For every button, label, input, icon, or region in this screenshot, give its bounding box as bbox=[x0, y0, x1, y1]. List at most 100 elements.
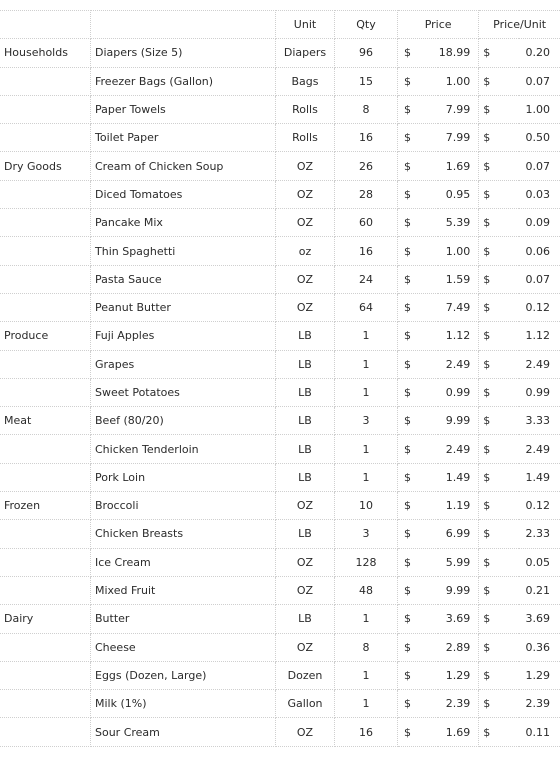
item-name-cell[interactable]: Freezer Bags (Gallon) bbox=[90, 67, 276, 96]
category-cell[interactable] bbox=[0, 519, 91, 549]
ppu-currency-cell[interactable]: $ bbox=[478, 604, 520, 634]
ppu-currency-cell[interactable]: $ bbox=[478, 123, 520, 153]
ppu-currency-cell[interactable]: $ bbox=[478, 689, 520, 719]
item-name-cell[interactable]: Peanut Butter bbox=[90, 293, 276, 323]
unit-cell[interactable]: OZ bbox=[275, 576, 335, 606]
price-cell[interactable]: 1.29 bbox=[438, 661, 480, 691]
price-currency-cell[interactable]: $ bbox=[397, 180, 439, 210]
price-cell[interactable]: 1.19 bbox=[438, 491, 480, 521]
price-currency-cell[interactable]: $ bbox=[397, 604, 439, 634]
price-per-unit-cell[interactable]: 0.05 bbox=[519, 548, 560, 577]
price-currency-cell[interactable]: $ bbox=[397, 151, 439, 181]
ppu-currency-cell[interactable]: $ bbox=[478, 293, 520, 323]
price-cell[interactable]: 1.00 bbox=[438, 236, 480, 266]
unit-cell[interactable]: LB bbox=[275, 350, 335, 379]
price-cell[interactable]: 18.99 bbox=[438, 38, 480, 68]
ppu-currency-cell[interactable]: $ bbox=[478, 463, 520, 493]
price-per-unit-cell[interactable]: 0.21 bbox=[519, 576, 560, 606]
ppu-currency-cell[interactable]: $ bbox=[478, 350, 520, 379]
ppu-currency-cell[interactable]: $ bbox=[478, 151, 520, 181]
price-cell[interactable]: 5.99 bbox=[438, 548, 480, 577]
price-per-unit-cell[interactable]: 1.29 bbox=[519, 661, 560, 691]
price-per-unit-cell[interactable]: 1.00 bbox=[519, 95, 560, 125]
category-cell[interactable] bbox=[0, 463, 91, 493]
item-name-cell[interactable]: Chicken Tenderloin bbox=[90, 434, 276, 464]
qty-cell[interactable]: 15 bbox=[334, 67, 398, 96]
header-qty[interactable]: Qty bbox=[334, 9, 398, 40]
price-currency-cell[interactable]: $ bbox=[397, 123, 439, 153]
header-price-per-unit[interactable]: Price/Unit bbox=[478, 9, 560, 40]
qty-cell[interactable]: 48 bbox=[334, 576, 398, 606]
item-name-cell[interactable]: Milk (1%) bbox=[90, 689, 276, 719]
qty-cell[interactable]: 1 bbox=[334, 604, 398, 634]
unit-cell[interactable]: Rolls bbox=[275, 95, 335, 125]
price-currency-cell[interactable]: $ bbox=[397, 463, 439, 493]
price-cell[interactable]: 6.99 bbox=[438, 519, 480, 549]
price-cell[interactable]: 9.99 bbox=[438, 576, 480, 606]
category-cell[interactable]: Households bbox=[0, 38, 91, 68]
unit-cell[interactable]: oz bbox=[275, 236, 335, 266]
price-per-unit-cell[interactable]: 0.99 bbox=[519, 378, 560, 408]
qty-cell[interactable]: 16 bbox=[334, 236, 398, 266]
price-currency-cell[interactable]: $ bbox=[397, 95, 439, 125]
qty-cell[interactable]: 1 bbox=[334, 661, 398, 691]
item-name-cell[interactable]: Grapes bbox=[90, 350, 276, 379]
ppu-currency-cell[interactable]: $ bbox=[478, 434, 520, 464]
category-cell[interactable] bbox=[0, 265, 91, 294]
qty-cell[interactable]: 10 bbox=[334, 491, 398, 521]
qty-cell[interactable]: 1 bbox=[334, 321, 398, 351]
unit-cell[interactable]: LB bbox=[275, 378, 335, 408]
header-unit[interactable]: Unit bbox=[275, 9, 335, 40]
item-name-cell[interactable]: Diced Tomatoes bbox=[90, 180, 276, 210]
item-name-cell[interactable]: Eggs (Dozen, Large) bbox=[90, 661, 276, 691]
price-cell[interactable]: 3.69 bbox=[438, 604, 480, 634]
item-name-cell[interactable]: Fuji Apples bbox=[90, 321, 276, 351]
price-per-unit-cell[interactable]: 0.06 bbox=[519, 236, 560, 266]
category-cell[interactable] bbox=[0, 661, 91, 691]
header-item-cell[interactable] bbox=[90, 9, 276, 40]
price-per-unit-cell[interactable]: 0.20 bbox=[519, 38, 560, 68]
price-per-unit-cell[interactable]: 2.39 bbox=[519, 689, 560, 719]
item-name-cell[interactable]: Butter bbox=[90, 604, 276, 634]
category-cell[interactable] bbox=[0, 548, 91, 577]
unit-cell[interactable]: Rolls bbox=[275, 123, 335, 153]
qty-cell[interactable]: 24 bbox=[334, 265, 398, 294]
qty-cell[interactable]: 28 bbox=[334, 180, 398, 210]
ppu-currency-cell[interactable]: $ bbox=[478, 548, 520, 577]
ppu-currency-cell[interactable]: $ bbox=[478, 38, 520, 68]
qty-cell[interactable]: 16 bbox=[334, 123, 398, 153]
price-currency-cell[interactable]: $ bbox=[397, 67, 439, 96]
price-currency-cell[interactable]: $ bbox=[397, 633, 439, 662]
item-name-cell[interactable]: Cheese bbox=[90, 633, 276, 662]
price-currency-cell[interactable]: $ bbox=[397, 717, 439, 747]
price-per-unit-cell[interactable]: 0.12 bbox=[519, 491, 560, 521]
ppu-currency-cell[interactable]: $ bbox=[478, 321, 520, 351]
ppu-currency-cell[interactable]: $ bbox=[478, 519, 520, 549]
category-cell[interactable] bbox=[0, 208, 91, 238]
category-cell[interactable] bbox=[0, 717, 91, 747]
category-cell[interactable] bbox=[0, 95, 91, 125]
price-currency-cell[interactable]: $ bbox=[397, 378, 439, 408]
price-cell[interactable]: 9.99 bbox=[438, 406, 480, 436]
price-per-unit-cell[interactable]: 0.07 bbox=[519, 265, 560, 294]
header-price[interactable]: Price bbox=[397, 9, 480, 40]
price-cell[interactable]: 2.39 bbox=[438, 689, 480, 719]
price-currency-cell[interactable]: $ bbox=[397, 350, 439, 379]
price-currency-cell[interactable]: $ bbox=[397, 236, 439, 266]
unit-cell[interactable]: LB bbox=[275, 434, 335, 464]
unit-cell[interactable]: OZ bbox=[275, 548, 335, 577]
price-cell[interactable]: 2.49 bbox=[438, 434, 480, 464]
qty-cell[interactable]: 3 bbox=[334, 406, 398, 436]
category-cell[interactable] bbox=[0, 378, 91, 408]
price-currency-cell[interactable]: $ bbox=[397, 491, 439, 521]
qty-cell[interactable]: 60 bbox=[334, 208, 398, 238]
price-cell[interactable]: 1.69 bbox=[438, 151, 480, 181]
category-cell[interactable]: Produce bbox=[0, 321, 91, 351]
unit-cell[interactable]: OZ bbox=[275, 151, 335, 181]
category-cell[interactable] bbox=[0, 67, 91, 96]
price-per-unit-cell[interactable]: 3.33 bbox=[519, 406, 560, 436]
qty-cell[interactable]: 1 bbox=[334, 378, 398, 408]
ppu-currency-cell[interactable]: $ bbox=[478, 180, 520, 210]
item-name-cell[interactable]: Ice Cream bbox=[90, 548, 276, 577]
price-cell[interactable]: 1.49 bbox=[438, 463, 480, 493]
